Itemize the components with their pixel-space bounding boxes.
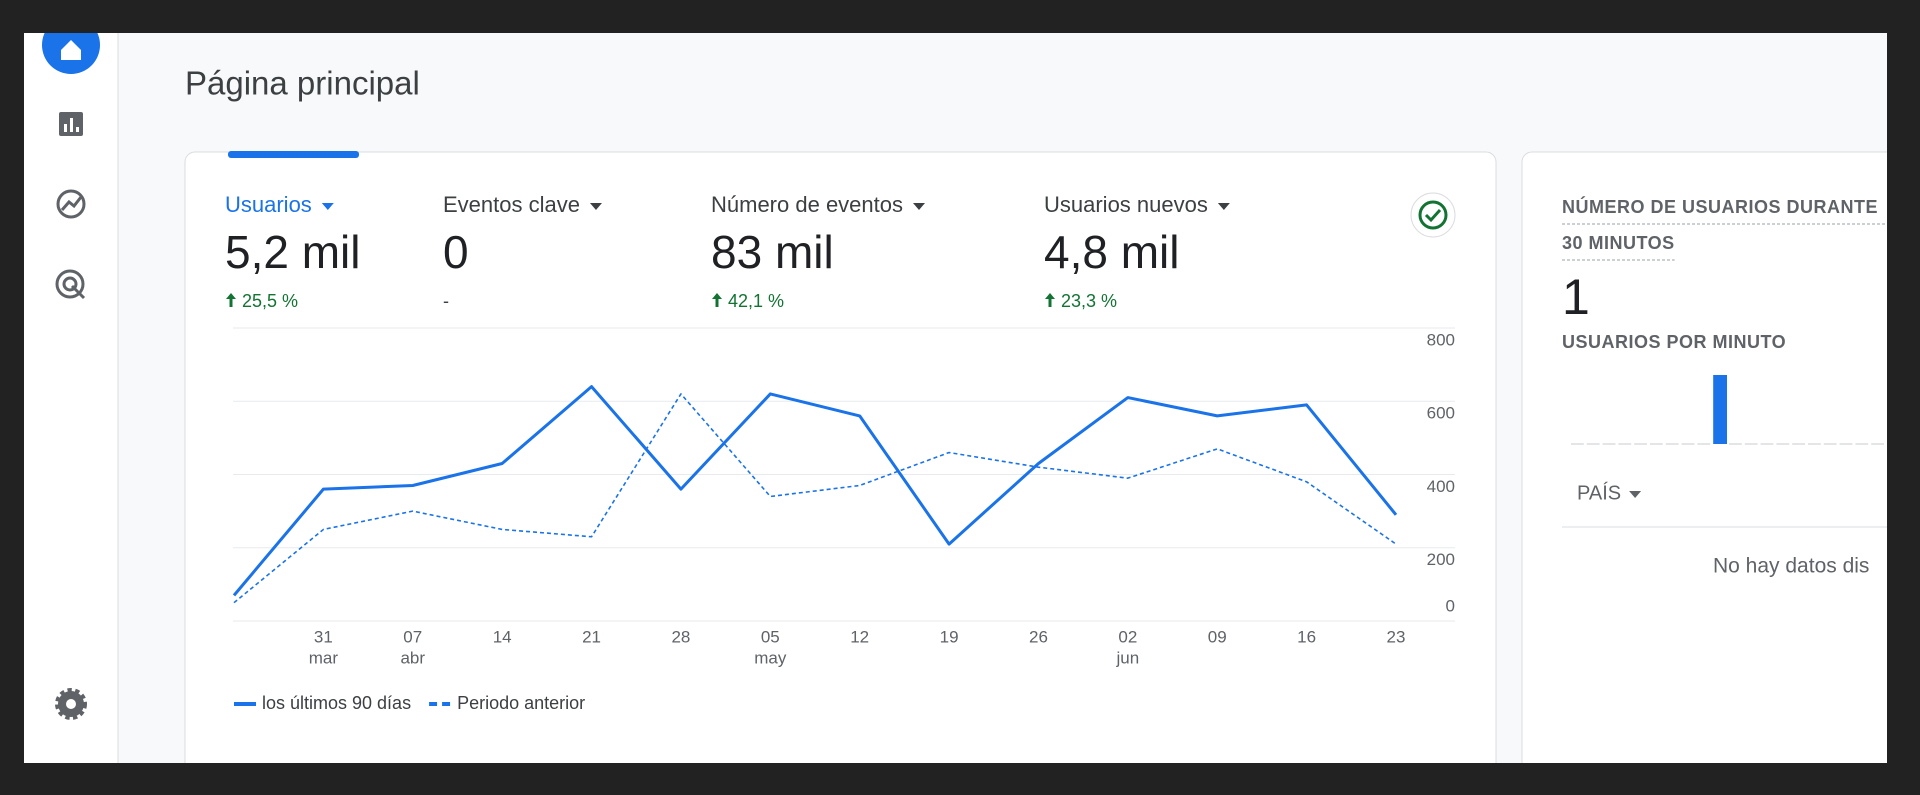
- advertising-icon[interactable]: [55, 269, 86, 300]
- empty-message: No hay datos dis: [1713, 555, 1869, 578]
- minute-bar: [1713, 375, 1727, 444]
- content: Página principal Usuarios 5,2 mil 25,5 % Ev…: [24, 16, 1887, 763]
- x-tick-label: 26: [1029, 627, 1048, 646]
- legend-label[interactable]: Periodo anterior: [457, 693, 585, 713]
- metric-change: 23,3 %: [1061, 291, 1117, 311]
- metric-change: -: [443, 291, 449, 311]
- x-tick-label: 14: [493, 627, 512, 646]
- series-line: [232, 385, 1398, 597]
- metric-value: 0: [443, 226, 469, 278]
- trend-arrow: [1045, 293, 1055, 307]
- bars-title: USUARIOS POR MINUTO: [1562, 332, 1786, 352]
- realtime-value: 1: [1562, 269, 1590, 325]
- metric-value: 83 mil: [711, 226, 834, 278]
- x-tick-label: 07: [403, 627, 422, 646]
- dimension-label[interactable]: PAÍS: [1577, 481, 1621, 504]
- trend-arrow: [226, 293, 236, 307]
- y-tick-label: 800: [1427, 330, 1455, 349]
- settings-icon[interactable]: [55, 688, 87, 720]
- metric-dropdown[interactable]: [321, 203, 334, 210]
- series-line: [233, 393, 1397, 604]
- metric-dropdown[interactable]: [1217, 203, 1230, 210]
- x-tick-label: 02: [1118, 627, 1137, 646]
- realtime-card: [1521, 151, 1887, 763]
- x-tick-label: 12: [850, 627, 869, 646]
- x-tick-label: 21: [582, 627, 601, 646]
- metric-label[interactable]: Usuarios nuevos: [1044, 192, 1208, 217]
- metric-change: 42,1 %: [728, 291, 784, 311]
- x-tick-label: 09: [1208, 627, 1227, 646]
- legend-label[interactable]: los últimos 90 días: [262, 693, 411, 713]
- explore-icon[interactable]: [56, 189, 86, 219]
- y-tick-label: 400: [1427, 477, 1455, 496]
- overview-card: [184, 151, 1497, 763]
- dimension-dropdown[interactable]: [1629, 491, 1642, 498]
- home-icon[interactable]: [42, 16, 100, 74]
- metric-change: 25,5 %: [242, 291, 298, 311]
- x-tick-label: 05: [761, 627, 780, 646]
- x-tick-month: jun: [1116, 648, 1140, 667]
- sidebar: [24, 33, 118, 763]
- y-tick-label: 600: [1427, 404, 1455, 423]
- metric-label[interactable]: Usuarios: [225, 192, 312, 217]
- y-tick-label: 0: [1446, 596, 1455, 615]
- page-title: Página principal: [185, 65, 420, 102]
- metric-value: 4,8 mil: [1044, 226, 1179, 278]
- trend-arrow: [712, 293, 722, 307]
- metric-value: 5,2 mil: [225, 226, 360, 278]
- realtime-title: NÚMERO DE USUARIOS DURANTE: [1562, 196, 1878, 217]
- metric-dropdown[interactable]: [913, 203, 925, 210]
- x-tick-label: 19: [940, 627, 959, 646]
- x-tick-label: 23: [1387, 627, 1406, 646]
- x-tick-label: 31: [314, 627, 333, 646]
- y-tick-label: 200: [1427, 550, 1455, 569]
- metric-dropdown[interactable]: [589, 203, 602, 210]
- x-tick-label: 16: [1297, 627, 1316, 646]
- x-tick-month: mar: [309, 648, 339, 667]
- metric-label[interactable]: Eventos clave: [443, 192, 580, 217]
- realtime-subtitle: 30 MINUTOS: [1562, 233, 1675, 253]
- x-tick-month: may: [754, 648, 787, 667]
- reports-icon[interactable]: [59, 112, 83, 136]
- x-tick-month: abr: [400, 648, 425, 667]
- x-tick-label: 28: [671, 627, 690, 646]
- metric-label[interactable]: Número de eventos: [711, 192, 903, 217]
- status-icon[interactable]: [1410, 192, 1456, 238]
- tab-indicator: [228, 151, 359, 158]
